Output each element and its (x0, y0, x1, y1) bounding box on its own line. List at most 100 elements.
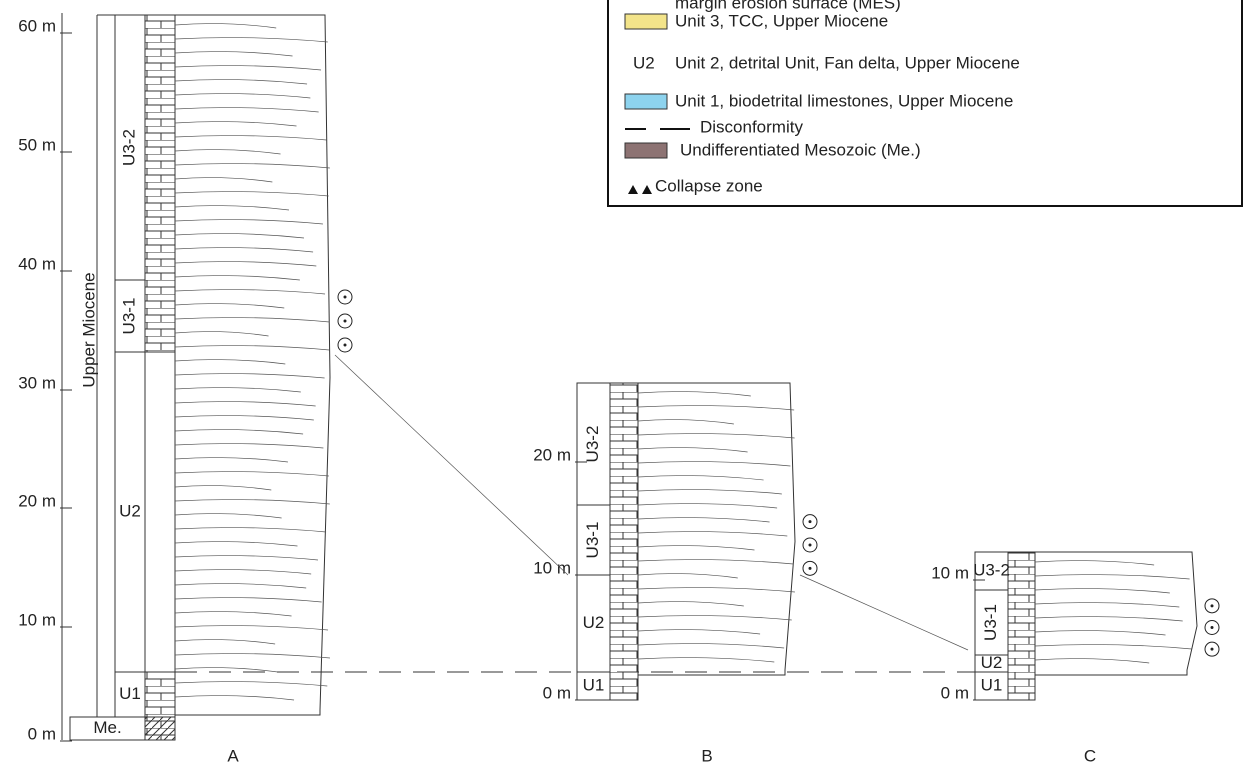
legend-code: U2 (633, 53, 655, 72)
unit-label: U3-2 (973, 560, 1010, 579)
unit-label: U2 (583, 613, 605, 632)
unit-label: U3-1 (981, 604, 1000, 641)
sections: 60 m 50 m 40 m 30 m 20 m 10 m 0 m U3-2 U3-1 U2 U1 M… (18, 13, 1220, 765)
bedding (174, 289, 326, 295)
bedding (174, 373, 325, 379)
section-name: A (227, 746, 239, 765)
bedding (637, 503, 778, 509)
ooid-mark (802, 537, 818, 553)
bedding (1034, 588, 1170, 594)
bedding (1034, 560, 1155, 566)
bedding (174, 79, 308, 85)
ooid-dot (808, 543, 812, 547)
legend-label: Unit 1, biodetrital limestones, Upper Mi… (675, 91, 1013, 110)
bedding (174, 275, 300, 281)
bedding (637, 419, 734, 425)
correlation-line (799, 574, 969, 651)
limestone-column (1007, 551, 1036, 701)
ooid-dot (1210, 626, 1214, 629)
bedding (637, 475, 764, 481)
bedding (174, 233, 305, 239)
depth-label: 20 m (533, 445, 571, 464)
bedding (174, 471, 329, 477)
depth-label: 20 m (18, 491, 56, 510)
bedding (637, 517, 770, 523)
bedding (637, 391, 751, 397)
bedding (174, 317, 330, 323)
ooid-dot (1210, 647, 1214, 651)
bedding (637, 559, 794, 565)
bedding (1034, 630, 1166, 636)
bedding (1034, 644, 1192, 650)
unit-label: Me. (93, 718, 121, 737)
bedding (637, 587, 795, 593)
unit-label: U2 (981, 653, 1003, 672)
unit-label: U3-1 (583, 522, 602, 559)
bedding (637, 545, 755, 551)
legend-label: margin erosion surface (MES) (675, 0, 901, 12)
rock-body (174, 14, 353, 716)
bedding (637, 489, 782, 495)
ooid-dot (343, 343, 347, 347)
bedding (174, 177, 273, 183)
unit-label: U2 (119, 501, 141, 520)
ooid-mark (802, 514, 818, 530)
ooid-mark (337, 313, 353, 329)
bedding (174, 625, 329, 631)
ooid-dot (808, 566, 812, 570)
bedding (174, 163, 330, 169)
bedding (174, 583, 307, 589)
ooid-mark (1204, 620, 1220, 635)
depth-label: 30 m (18, 373, 56, 392)
rock-body (1034, 551, 1220, 676)
depth-label: 40 m (18, 254, 56, 273)
bedding (637, 657, 775, 663)
bedding (637, 573, 738, 579)
unit-label: U3-2 (119, 129, 138, 166)
bedding (174, 37, 328, 43)
bedding (174, 611, 292, 617)
rock-body (637, 382, 818, 676)
bedding (174, 513, 282, 519)
bedding (174, 303, 285, 309)
ooid-mark (802, 560, 818, 576)
bedding (174, 387, 301, 393)
bedding (174, 667, 278, 673)
unit-label: U3-2 (583, 426, 602, 463)
legend-label: Undifferentiated Mesozoic (Me.) (680, 140, 921, 159)
bedding (637, 601, 744, 607)
depth-label: 10 m (18, 610, 56, 629)
bedding (174, 331, 269, 337)
bedding (1034, 658, 1150, 664)
mesozoic-column (144, 716, 176, 741)
bedding (174, 401, 316, 407)
depth-label: 50 m (18, 135, 56, 154)
bedding (174, 639, 276, 645)
ooid-dot (343, 319, 347, 323)
bedding (637, 405, 795, 411)
bedding (637, 461, 791, 467)
bedding (1034, 616, 1183, 622)
bedding (637, 447, 748, 453)
bedding (174, 597, 322, 603)
unit-label: U1 (583, 675, 605, 694)
ooid-mark (1204, 598, 1220, 614)
bedding (174, 359, 286, 365)
legend-label: Disconformity (700, 117, 803, 136)
bedding (1034, 602, 1180, 608)
ooid-mark (1204, 641, 1220, 657)
legend-box (607, 0, 1243, 207)
bedding (174, 149, 281, 155)
correlation-line (334, 354, 569, 576)
bedding (637, 433, 795, 439)
bedding (174, 485, 272, 491)
detrital-column (144, 351, 176, 673)
ooid-dot (1210, 604, 1214, 608)
rock-outline (175, 14, 331, 716)
legend-label: Unit 2, detrital Unit, Fan delta, Upper … (675, 53, 1020, 72)
ooid-mark (337, 289, 353, 305)
bedding (174, 345, 330, 351)
bedding (174, 653, 331, 659)
bedding (174, 429, 304, 435)
bedding (174, 569, 312, 575)
